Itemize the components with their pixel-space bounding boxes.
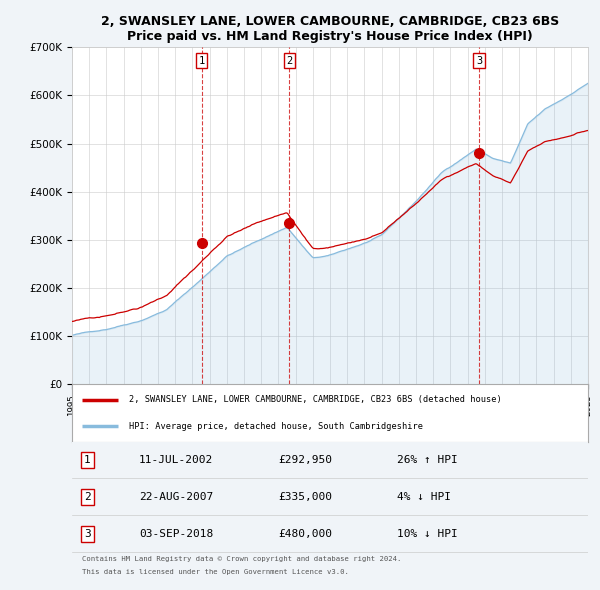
Text: This data is licensed under the Open Government Licence v3.0.: This data is licensed under the Open Gov… xyxy=(82,569,349,575)
Text: 03-SEP-2018: 03-SEP-2018 xyxy=(139,529,214,539)
Text: 3: 3 xyxy=(84,529,91,539)
Text: 1: 1 xyxy=(199,55,205,65)
Text: HPI: Average price, detached house, South Cambridgeshire: HPI: Average price, detached house, Sout… xyxy=(129,422,423,431)
Text: 11-JUL-2002: 11-JUL-2002 xyxy=(139,455,214,465)
Text: 22-AUG-2007: 22-AUG-2007 xyxy=(139,492,214,502)
Title: 2, SWANSLEY LANE, LOWER CAMBOURNE, CAMBRIDGE, CB23 6BS
Price paid vs. HM Land Re: 2, SWANSLEY LANE, LOWER CAMBOURNE, CAMBR… xyxy=(101,15,559,43)
Text: 3: 3 xyxy=(476,55,482,65)
Text: £480,000: £480,000 xyxy=(278,529,332,539)
Text: 10% ↓ HPI: 10% ↓ HPI xyxy=(397,529,458,539)
Text: 2, SWANSLEY LANE, LOWER CAMBOURNE, CAMBRIDGE, CB23 6BS (detached house): 2, SWANSLEY LANE, LOWER CAMBOURNE, CAMBR… xyxy=(129,395,502,404)
Text: 4% ↓ HPI: 4% ↓ HPI xyxy=(397,492,451,502)
Text: £335,000: £335,000 xyxy=(278,492,332,502)
Text: 26% ↑ HPI: 26% ↑ HPI xyxy=(397,455,458,465)
Text: 2: 2 xyxy=(286,55,293,65)
Text: £292,950: £292,950 xyxy=(278,455,332,465)
Text: 2: 2 xyxy=(84,492,91,502)
Text: 1: 1 xyxy=(84,455,91,465)
Text: Contains HM Land Registry data © Crown copyright and database right 2024.: Contains HM Land Registry data © Crown c… xyxy=(82,556,401,562)
